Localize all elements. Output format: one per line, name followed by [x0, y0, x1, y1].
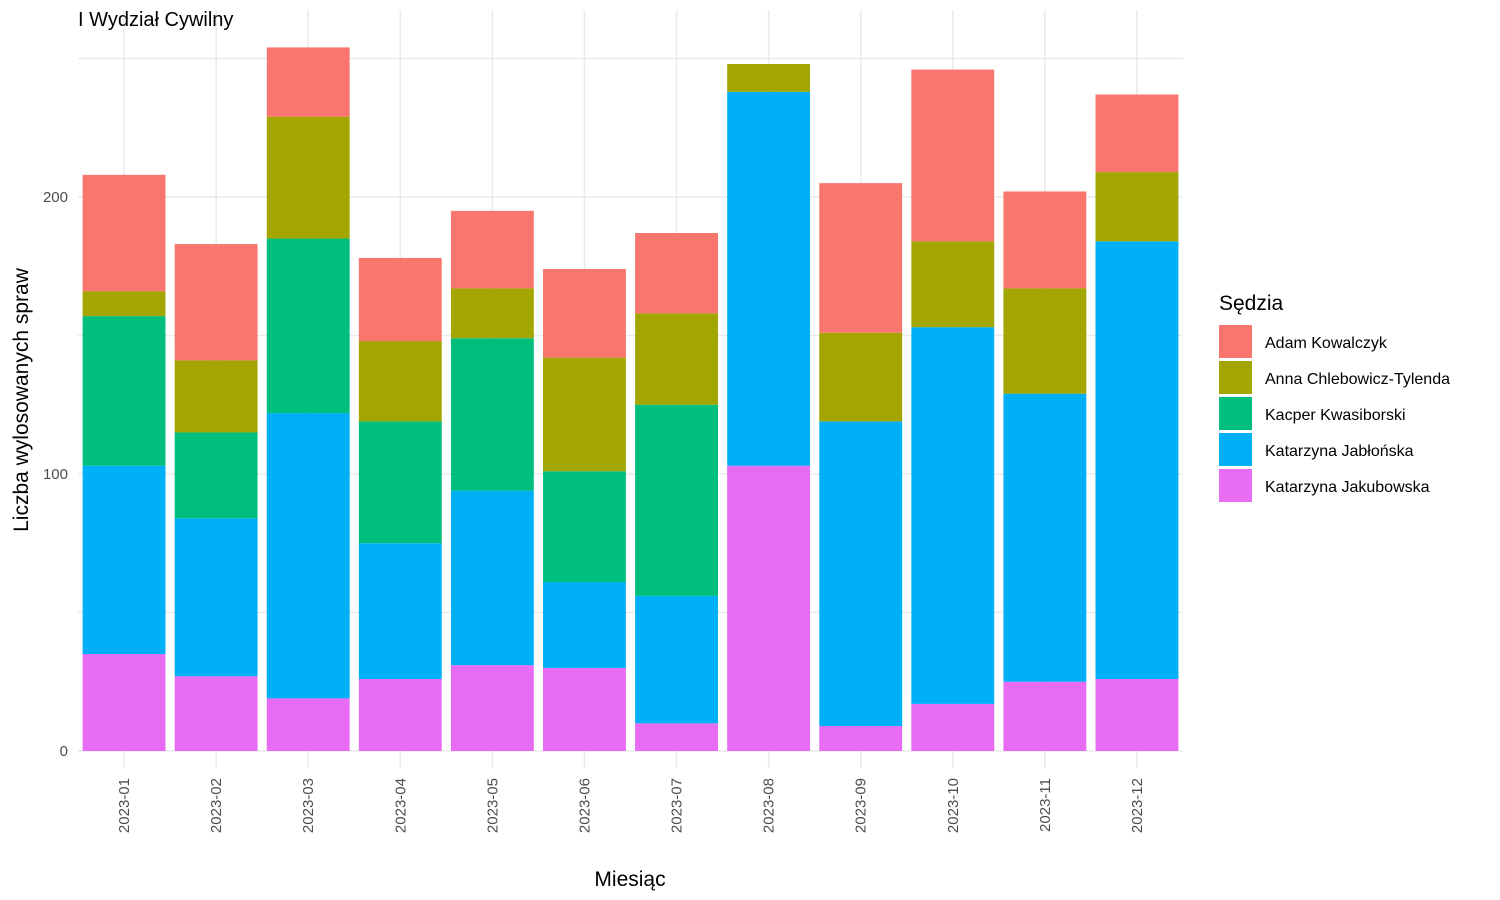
bar-segment [266, 47, 350, 117]
legend-label: Anna Chlebowicz-Tylenda [1265, 371, 1450, 388]
legend-title: Sędzia [1219, 292, 1284, 315]
bar-segment [727, 64, 811, 92]
bar-segment [450, 665, 534, 751]
bar-segment [543, 269, 626, 358]
legend: Sędzia Adam Kowalczyk Anna Chlebowicz-Tyl… [1219, 292, 1450, 502]
bar-segment [1003, 191, 1087, 289]
legend-swatch [1219, 433, 1252, 466]
bar-segment [635, 595, 718, 724]
bar-segment [543, 667, 626, 751]
x-axis-title: Miesiąc [594, 868, 665, 891]
bar-segment [358, 678, 442, 751]
x-tick-label: 2023-06 [576, 778, 593, 833]
bar-segment [358, 341, 442, 422]
x-tick-label: 2023-07 [669, 778, 686, 833]
legend-label: Adam Kowalczyk [1265, 335, 1388, 352]
legend-swatch [1219, 325, 1252, 358]
bar-segment [911, 703, 995, 751]
bar-segment [727, 465, 811, 751]
bar-segment [543, 582, 626, 668]
x-tick-label: 2023-05 [484, 778, 501, 833]
bar-segment [1095, 172, 1179, 242]
bar-segment [1095, 241, 1179, 679]
bar-segment [635, 723, 718, 751]
bar-segment [82, 654, 166, 751]
bar-segment [819, 421, 903, 727]
y-tick-labels: 0 100 200 [43, 189, 68, 760]
legend-label: Katarzyna Jakubowska [1265, 479, 1430, 496]
bar-segment [266, 238, 350, 414]
bar-segment [174, 360, 258, 433]
x-tick-label: 2023-12 [1129, 778, 1146, 833]
bar-segment [819, 332, 903, 422]
x-tick-label: 2023-09 [853, 778, 870, 833]
bar-segment [911, 69, 995, 242]
legend-label: Katarzyna Jabłońska [1265, 443, 1414, 460]
bar-segment [358, 421, 442, 544]
bar-segment [450, 490, 534, 666]
bar-segment [450, 210, 534, 289]
bar-segment [819, 726, 903, 751]
bar-segment [82, 465, 166, 655]
y-tick-label: 0 [60, 743, 68, 760]
x-tick-label: 2023-03 [300, 778, 317, 833]
bar-segment [727, 91, 811, 466]
bar-segment [266, 116, 350, 239]
bar-segment [1003, 288, 1087, 394]
y-axis-title: Liczba wylosowanych spraw [10, 267, 33, 532]
x-tick-label: 2023-04 [392, 778, 409, 833]
x-tick-label: 2023-08 [761, 778, 778, 833]
bar-segment [174, 518, 258, 677]
bars [82, 47, 1179, 751]
bar-segment [174, 432, 258, 519]
bar-segment [174, 244, 258, 361]
bar-segment [450, 288, 534, 339]
y-tick-label: 100 [43, 466, 68, 483]
bar-segment [543, 471, 626, 583]
x-tick-labels: 2023-01 2023-02 2023-03 2023-04 2023-05 2023-… [116, 778, 1146, 833]
bar-segment [1003, 681, 1087, 751]
legend-swatch [1219, 361, 1252, 394]
x-tick-label: 2023-02 [208, 778, 225, 833]
legend-label: Kacper Kwasiborski [1265, 407, 1406, 424]
bar-segment [819, 183, 903, 333]
bar-segment [266, 413, 350, 699]
bar-segment [635, 233, 718, 314]
bar-segment [1095, 94, 1179, 173]
legend-swatch [1219, 469, 1252, 502]
legend-items: Adam Kowalczyk Anna Chlebowicz-Tylenda Kac… [1219, 325, 1450, 502]
y-tick-label: 200 [43, 189, 68, 206]
bar-segment [635, 313, 718, 405]
bar-segment [1095, 678, 1179, 751]
bar-segment [266, 698, 350, 751]
bar-segment [450, 338, 534, 491]
bar-segment [82, 316, 166, 466]
bar-segment [358, 257, 442, 342]
bar-segment [543, 357, 626, 472]
bar-segment [358, 543, 442, 679]
bar-segment [82, 291, 166, 317]
bar-segment [635, 404, 718, 596]
bar-segment [911, 327, 995, 704]
legend-swatch [1219, 397, 1252, 430]
x-tick-label: 2023-01 [116, 778, 133, 833]
bar-segment [1003, 393, 1087, 682]
x-tick-label: 2023-10 [945, 778, 962, 833]
chart-title: I Wydział Cywilny [78, 9, 233, 31]
x-tick-label: 2023-11 [1037, 778, 1054, 832]
bar-segment [82, 174, 166, 292]
bar-segment [174, 676, 258, 751]
bar-segment [911, 241, 995, 328]
